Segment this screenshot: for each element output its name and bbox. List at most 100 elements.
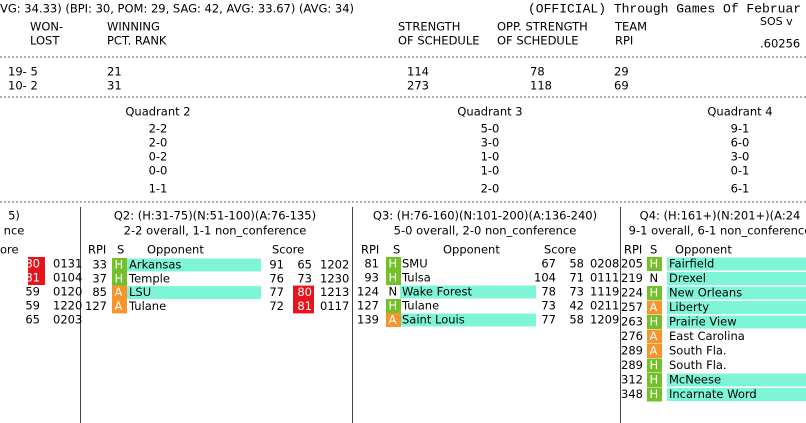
site: H: [650, 286, 659, 300]
summary-cell: 69: [614, 79, 629, 93]
quadrant-record: 2-2: [149, 122, 168, 136]
opponent[interactable]: Tulsa: [401, 271, 431, 285]
rpi: 289: [621, 344, 643, 358]
site-badge: [647, 300, 662, 315]
date: 1209: [590, 313, 619, 327]
opponent[interactable]: Saint Louis: [402, 313, 465, 327]
opponent[interactable]: South Fla.: [669, 344, 727, 358]
opp-score: 73: [569, 285, 584, 299]
opp-score: 81: [297, 299, 312, 313]
site-badge: [647, 387, 662, 402]
quadrant-title: Quadrant 2: [125, 105, 190, 119]
site: N: [389, 285, 398, 299]
date: 1230: [320, 271, 349, 285]
site: A: [115, 285, 123, 299]
opponent[interactable]: Drexel: [669, 271, 706, 285]
opponent[interactable]: Incarnate Word: [669, 387, 757, 401]
quadrant-summary: 2-2 overall, 1-1 non_conference: [124, 224, 307, 238]
quadrant-title: Quadrant 4: [707, 105, 772, 119]
opponent[interactable]: SMU: [402, 257, 428, 271]
opponent[interactable]: East Carolina: [669, 329, 745, 343]
opponent[interactable]: Wake Forest: [402, 285, 472, 299]
column-header: WON-: [30, 20, 63, 34]
loss-box: [293, 299, 314, 314]
column-header: RPI: [88, 243, 106, 257]
date: 1119: [590, 285, 619, 299]
column-header: TEAM: [614, 20, 647, 34]
quadrant-record: 6-1: [731, 182, 750, 196]
opponent[interactable]: South Fla.: [669, 358, 727, 372]
quadrant-record: 1-0: [481, 150, 500, 164]
ratings: VG: 34.33) (BPI: 30, POM: 29, SAG: 42, A…: [0, 2, 354, 16]
site: H: [650, 387, 659, 401]
site: A: [389, 313, 397, 327]
date: 0131: [53, 257, 82, 271]
sos-value: .60256: [760, 37, 800, 51]
quadrant-summary: 9-1 overall, 6-1 non_conference: [629, 224, 806, 238]
opponent[interactable]: Prairie View: [669, 315, 737, 329]
site-badge: [647, 315, 662, 329]
opponent[interactable]: New Orleans: [669, 286, 742, 300]
score: 67: [541, 257, 556, 271]
highlight: [667, 315, 806, 329]
date: 1202: [320, 258, 349, 272]
site-badge: [112, 258, 127, 272]
opponent[interactable]: LSU: [129, 285, 151, 299]
site-badge: [647, 286, 662, 300]
highlight: [667, 272, 806, 285]
site: H: [650, 373, 659, 387]
opponent[interactable]: Temple: [128, 271, 170, 285]
quadrant-title: Quadrant 3: [457, 105, 522, 119]
opp-score: 58: [569, 313, 584, 327]
opponent[interactable]: Liberty: [669, 300, 709, 314]
column-header: S: [393, 243, 400, 257]
site: H: [389, 257, 398, 271]
sos-label: SOS v: [760, 15, 793, 28]
rpi: 139: [357, 313, 379, 327]
opp-score: 71: [569, 271, 584, 285]
quadrant-summary: nce: [4, 224, 25, 238]
score: 59: [25, 299, 40, 313]
highlight: [127, 258, 261, 272]
score: 59: [25, 285, 40, 299]
rpi: 263: [621, 315, 643, 329]
summary-cell: 114: [407, 65, 429, 79]
date: 0104: [53, 271, 82, 285]
quadrant-record: 0-0: [149, 164, 168, 178]
site-badge: [647, 358, 662, 373]
summary-cell: 19- 5: [8, 65, 38, 79]
opponent[interactable]: McNeese: [669, 373, 721, 387]
rpi: 289: [621, 358, 643, 372]
highlight: [667, 373, 806, 387]
site: H: [389, 299, 398, 313]
site-badge: [647, 344, 662, 358]
rpi: 93: [364, 271, 379, 285]
site: H: [650, 315, 659, 329]
site: A: [650, 344, 658, 358]
site-badge: [386, 299, 401, 313]
column-header: Opponent: [675, 243, 732, 257]
rpi: 312: [621, 373, 643, 387]
opponent[interactable]: Tulane: [401, 299, 439, 313]
opponent[interactable]: Tulane: [128, 299, 166, 313]
score: 81: [25, 271, 40, 285]
column-header: OF SCHEDULE: [398, 34, 480, 48]
quadrant-record: 2-0: [149, 136, 168, 150]
opponent[interactable]: Fairfield: [669, 257, 714, 271]
rpi: 224: [621, 286, 643, 300]
column-header: S: [650, 243, 657, 257]
column-header: Opponent: [147, 243, 204, 257]
quadrant-record: 5-0: [481, 122, 500, 136]
quadrant-title: Q2: (H:31-75)(N:51-100)(A:76-135): [114, 209, 316, 223]
column-header: OPP. STRENGTH: [497, 20, 588, 34]
quadrant-record: 2-0: [481, 182, 500, 196]
score: 80: [25, 257, 40, 271]
highlight: [667, 301, 806, 314]
rpi: 85: [92, 285, 107, 299]
score: 77: [541, 313, 556, 327]
opponent[interactable]: Arkansas: [129, 258, 181, 272]
rpi: 124: [357, 285, 379, 299]
score: 65: [25, 313, 40, 327]
loss-box: [28, 271, 45, 285]
